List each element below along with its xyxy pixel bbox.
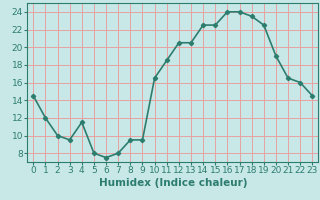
X-axis label: Humidex (Indice chaleur): Humidex (Indice chaleur)	[99, 178, 247, 188]
